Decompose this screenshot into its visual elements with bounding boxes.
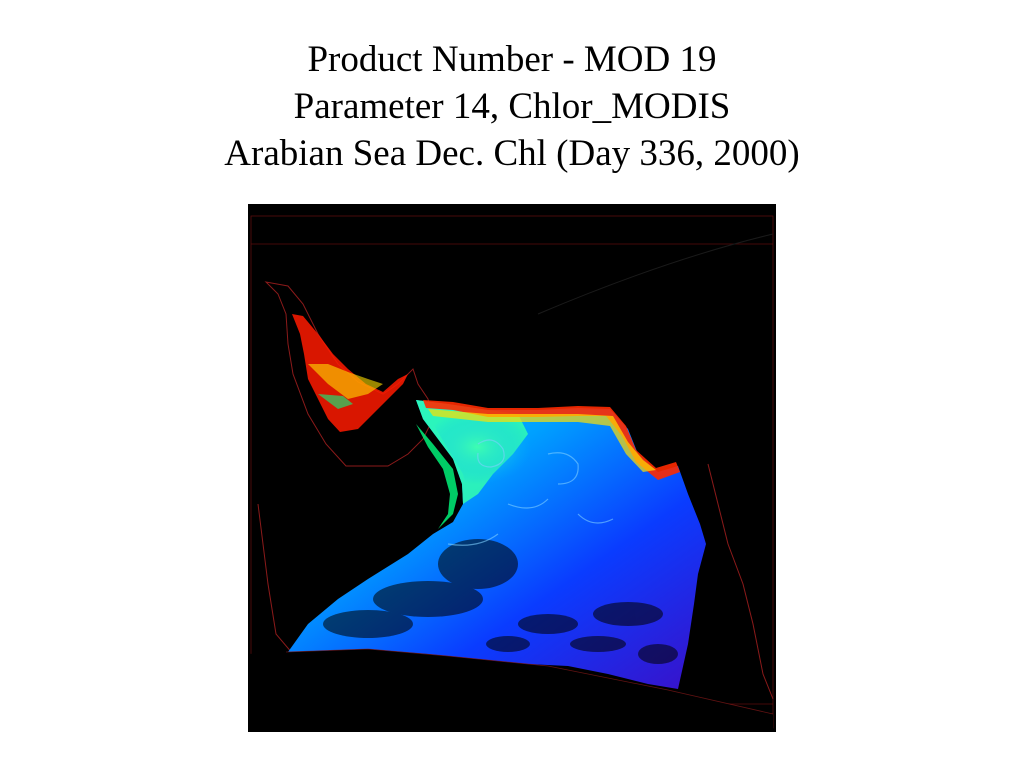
persian-gulf-high-chl <box>292 314 408 432</box>
no-data-region <box>248 649 773 732</box>
eddy-swirls <box>447 439 614 546</box>
swath-edge-north <box>537 233 774 315</box>
gulf-glow <box>423 402 578 509</box>
swath-edge <box>285 648 774 715</box>
title-line-parameter: Parameter 14, Chlor_MODIS <box>293 86 731 127</box>
title-line-product: Product Number - MOD 19 <box>307 39 717 80</box>
coastal-high-chl-north <box>423 400 680 480</box>
land-coastline-india <box>707 463 774 700</box>
oman-coast-band <box>416 424 458 529</box>
cloud-gaps <box>323 539 678 664</box>
title-line-region: Arabian Sea Dec. Chl (Day 336, 2000) <box>224 133 800 174</box>
slide-title: Product Number - MOD 19 Parameter 14, Ch… <box>0 36 1024 177</box>
chlorophyll-map-svg <box>248 204 776 732</box>
coastal-mid-chl <box>428 409 656 472</box>
chlorophyll-map <box>248 204 776 732</box>
